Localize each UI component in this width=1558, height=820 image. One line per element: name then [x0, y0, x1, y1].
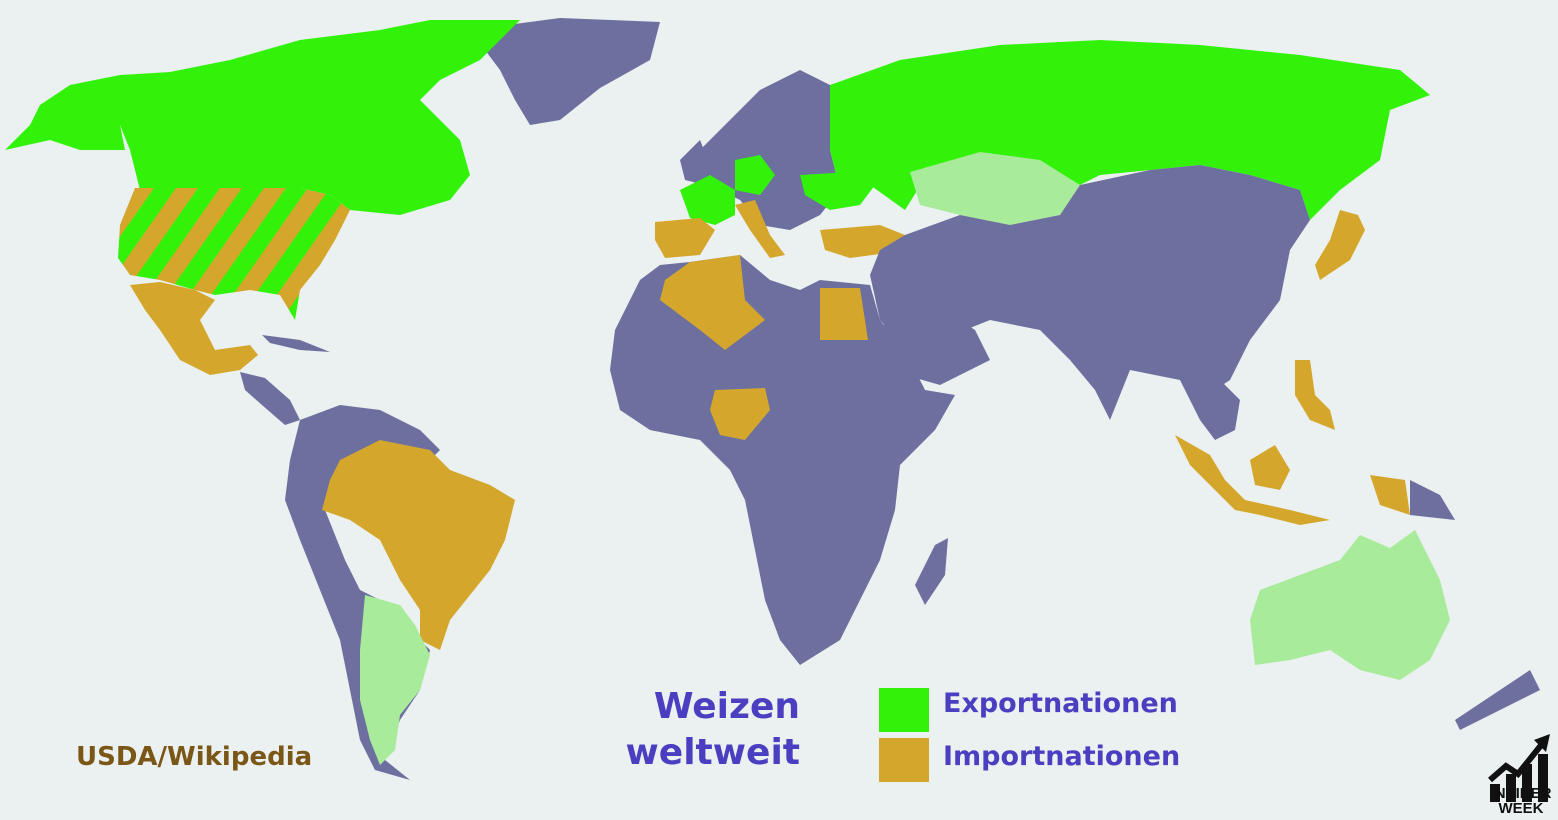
legend-swatch-importer [879, 738, 929, 782]
region-philippines [1295, 360, 1335, 430]
region-mexico [130, 282, 258, 375]
region-africa [610, 255, 955, 665]
legend-label-importer: Importnationen [943, 741, 1181, 772]
logo-text-line2: WEEK [1498, 800, 1544, 817]
logo-text-line1: INSIDER [1490, 785, 1552, 802]
legend-swatch-exporter [879, 688, 929, 732]
map-title-line2: weltweit [625, 732, 800, 773]
region-nigeria [710, 388, 770, 440]
region-australia [1250, 530, 1450, 680]
region-uk [680, 140, 710, 185]
region-borneo [1250, 445, 1290, 490]
region-argentina [360, 595, 430, 765]
map-title: Weizen weltweit [600, 684, 800, 776]
region-alaska [5, 105, 125, 150]
region-japan [1315, 210, 1365, 280]
region-algeria [660, 255, 765, 350]
region-papua-new-guinea [1410, 480, 1455, 520]
region-cuba [262, 335, 330, 352]
region-canada [40, 20, 520, 215]
region-brazil [322, 440, 515, 650]
region-greenland [470, 18, 660, 125]
region-madagascar [915, 538, 948, 605]
region-asia [870, 165, 1310, 420]
region-central-america [240, 372, 300, 425]
bar-chart-arrow-icon [1488, 734, 1550, 802]
region-spain [655, 218, 715, 258]
region-france [680, 175, 735, 225]
region-indonesia [1175, 435, 1330, 525]
source-credit: USDA/Wikipedia [76, 742, 313, 772]
region-germany [735, 155, 775, 195]
legend-label-exporter: Exportnationen [943, 688, 1178, 719]
region-southeast-asia [1180, 375, 1240, 440]
region-new-zealand [1455, 670, 1540, 730]
region-new-guinea-indonesia [1370, 475, 1410, 515]
map-title-line1: Weizen [653, 686, 800, 727]
region-italy [735, 200, 785, 258]
region-united-states [118, 188, 350, 320]
region-egypt [820, 288, 868, 340]
region-russia [830, 40, 1430, 220]
region-kazakhstan [910, 152, 1080, 225]
